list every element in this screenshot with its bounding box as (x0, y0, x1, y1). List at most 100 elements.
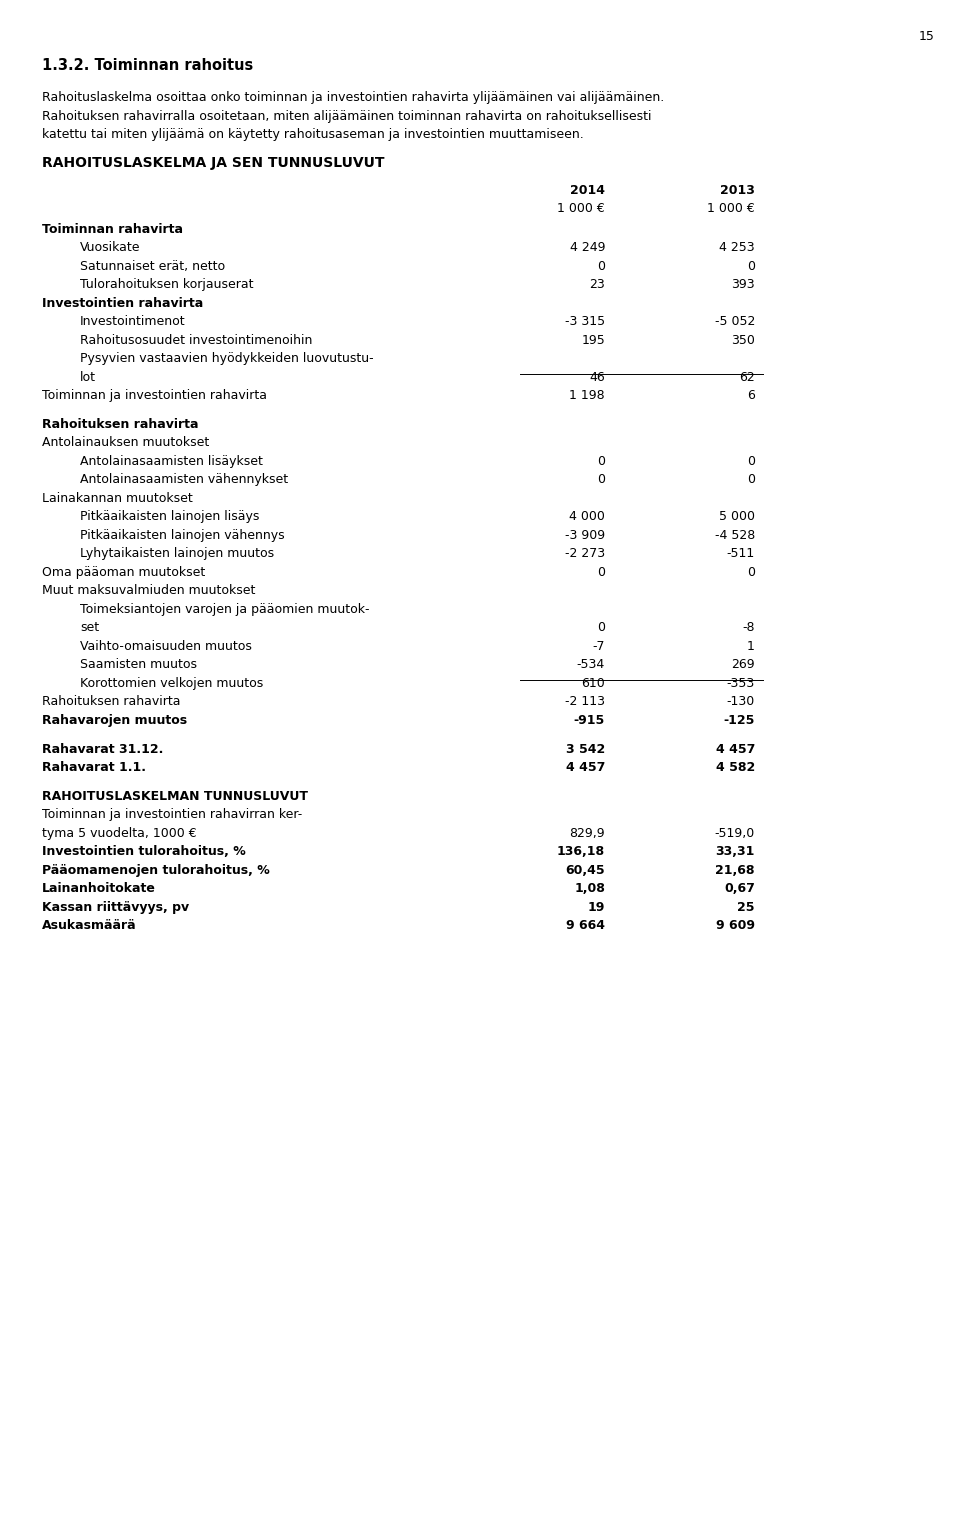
Text: -915: -915 (574, 714, 605, 727)
Text: Rahoituksen rahavirta: Rahoituksen rahavirta (42, 418, 199, 430)
Text: 1.3.2. Toiminnan rahoitus: 1.3.2. Toiminnan rahoitus (42, 58, 253, 73)
Text: 4 457: 4 457 (565, 761, 605, 774)
Text: 1: 1 (747, 639, 755, 653)
Text: 46: 46 (589, 371, 605, 383)
Text: Vuosikate: Vuosikate (80, 241, 140, 255)
Text: Lyhytaikaisten lainojen muutos: Lyhytaikaisten lainojen muutos (80, 547, 275, 561)
Text: 0: 0 (747, 473, 755, 486)
Text: -2 113: -2 113 (565, 695, 605, 709)
Text: RAHOITUSLASKELMA JA SEN TUNNUSLUVUT: RAHOITUSLASKELMA JA SEN TUNNUSLUVUT (42, 156, 385, 170)
Text: Pääomamenojen tulorahoitus, %: Pääomamenojen tulorahoitus, % (42, 864, 270, 877)
Text: Lainanhoitokate: Lainanhoitokate (42, 882, 156, 895)
Text: -5 052: -5 052 (714, 315, 755, 329)
Text: Antolainasaamisten lisäykset: Antolainasaamisten lisäykset (80, 454, 263, 468)
Text: Asukasmäärä: Asukasmäärä (42, 920, 136, 932)
Text: 0: 0 (597, 454, 605, 468)
Text: 0: 0 (747, 259, 755, 273)
Text: Satunnaiset erät, netto: Satunnaiset erät, netto (80, 259, 226, 273)
Text: -4 528: -4 528 (715, 529, 755, 542)
Text: 2013: 2013 (720, 183, 755, 197)
Text: Pitkäaikaisten lainojen vähennys: Pitkäaikaisten lainojen vähennys (80, 529, 284, 542)
Text: 33,31: 33,31 (715, 845, 755, 857)
Text: katettu tai miten ylijäämä on käytetty rahoitusaseman ja investointien muuttamis: katettu tai miten ylijäämä on käytetty r… (42, 129, 584, 141)
Text: Toiminnan ja investointien rahavirta: Toiminnan ja investointien rahavirta (42, 389, 267, 401)
Text: 4 000: 4 000 (569, 511, 605, 523)
Text: -125: -125 (724, 714, 755, 727)
Text: 1 000 €: 1 000 € (708, 203, 755, 215)
Text: 0: 0 (597, 621, 605, 635)
Text: 21,68: 21,68 (715, 864, 755, 877)
Text: Pysyvien vastaavien hyödykkeiden luovutustu-: Pysyvien vastaavien hyödykkeiden luovutu… (80, 351, 373, 365)
Text: 0: 0 (597, 565, 605, 579)
Text: Rahoituslaskelma osoittaa onko toiminnan ja investointien rahavirta ylijäämäinen: Rahoituslaskelma osoittaa onko toiminnan… (42, 91, 664, 105)
Text: 829,9: 829,9 (569, 827, 605, 839)
Text: Korottomien velkojen muutos: Korottomien velkojen muutos (80, 677, 263, 689)
Text: -7: -7 (592, 639, 605, 653)
Text: 4 253: 4 253 (719, 241, 755, 255)
Text: 0,67: 0,67 (724, 882, 755, 895)
Text: Toiminnan ja investointien rahavirran ker-: Toiminnan ja investointien rahavirran ke… (42, 807, 302, 821)
Text: 136,18: 136,18 (557, 845, 605, 857)
Text: 6: 6 (747, 389, 755, 401)
Text: -353: -353 (727, 677, 755, 689)
Text: 4 249: 4 249 (569, 241, 605, 255)
Text: 610: 610 (581, 677, 605, 689)
Text: Antolainasaamisten vähennykset: Antolainasaamisten vähennykset (80, 473, 288, 486)
Text: Toimeksiantojen varojen ja pääomien muutok-: Toimeksiantojen varojen ja pääomien muut… (80, 603, 370, 615)
Text: -3 315: -3 315 (564, 315, 605, 329)
Text: 23: 23 (589, 279, 605, 291)
Text: 0: 0 (597, 259, 605, 273)
Text: -511: -511 (727, 547, 755, 561)
Text: 5 000: 5 000 (719, 511, 755, 523)
Text: 0: 0 (747, 565, 755, 579)
Text: Rahavarat 31.12.: Rahavarat 31.12. (42, 742, 163, 756)
Text: Muut maksuvalmiuden muutokset: Muut maksuvalmiuden muutokset (42, 585, 255, 597)
Text: 62: 62 (739, 371, 755, 383)
Text: Investointimenot: Investointimenot (80, 315, 185, 329)
Text: Investointien tulorahoitus, %: Investointien tulorahoitus, % (42, 845, 246, 857)
Text: -3 909: -3 909 (564, 529, 605, 542)
Text: Lainakannan muutokset: Lainakannan muutokset (42, 492, 193, 504)
Text: Vaihto-omaisuuden muutos: Vaihto-omaisuuden muutos (80, 639, 252, 653)
Text: Tulorahoituksen korjauserat: Tulorahoituksen korjauserat (80, 279, 253, 291)
Text: 2014: 2014 (570, 183, 605, 197)
Text: Rahoituksen rahavirralla osoitetaan, miten alijäämäinen toiminnan rahavirta on r: Rahoituksen rahavirralla osoitetaan, mit… (42, 109, 652, 123)
Text: 15: 15 (919, 30, 935, 42)
Text: Investointien rahavirta: Investointien rahavirta (42, 297, 204, 309)
Text: 4 457: 4 457 (715, 742, 755, 756)
Text: 1,08: 1,08 (574, 882, 605, 895)
Text: 195: 195 (581, 333, 605, 347)
Text: Rahavarat 1.1.: Rahavarat 1.1. (42, 761, 146, 774)
Text: -519,0: -519,0 (715, 827, 755, 839)
Text: 25: 25 (737, 901, 755, 914)
Text: Rahoitusosuudet investointimenoihin: Rahoitusosuudet investointimenoihin (80, 333, 312, 347)
Text: Rahoituksen rahavirta: Rahoituksen rahavirta (42, 695, 180, 709)
Text: 1 198: 1 198 (569, 389, 605, 401)
Text: 19: 19 (588, 901, 605, 914)
Text: 60,45: 60,45 (565, 864, 605, 877)
Text: Antolainauksen muutokset: Antolainauksen muutokset (42, 436, 209, 450)
Text: set: set (80, 621, 99, 635)
Text: -534: -534 (577, 659, 605, 671)
Text: 0: 0 (597, 473, 605, 486)
Text: Toiminnan rahavirta: Toiminnan rahavirta (42, 223, 183, 236)
Text: -8: -8 (742, 621, 755, 635)
Text: 9 664: 9 664 (566, 920, 605, 932)
Text: Kassan riittävyys, pv: Kassan riittävyys, pv (42, 901, 189, 914)
Text: 1 000 €: 1 000 € (557, 203, 605, 215)
Text: 393: 393 (732, 279, 755, 291)
Text: -2 273: -2 273 (564, 547, 605, 561)
Text: tyma 5 vuodelta, 1000 €: tyma 5 vuodelta, 1000 € (42, 827, 197, 839)
Text: Rahavarojen muutos: Rahavarojen muutos (42, 714, 187, 727)
Text: 9 609: 9 609 (716, 920, 755, 932)
Text: Pitkäaikaisten lainojen lisäys: Pitkäaikaisten lainojen lisäys (80, 511, 259, 523)
Text: Oma pääoman muutokset: Oma pääoman muutokset (42, 565, 205, 579)
Text: 350: 350 (732, 333, 755, 347)
Text: 0: 0 (747, 454, 755, 468)
Text: RAHOITUSLASKELMAN TUNNUSLUVUT: RAHOITUSLASKELMAN TUNNUSLUVUT (42, 789, 308, 803)
Text: 269: 269 (732, 659, 755, 671)
Text: Saamisten muutos: Saamisten muutos (80, 659, 197, 671)
Text: -130: -130 (727, 695, 755, 709)
Text: lot: lot (80, 371, 96, 383)
Text: 3 542: 3 542 (565, 742, 605, 756)
